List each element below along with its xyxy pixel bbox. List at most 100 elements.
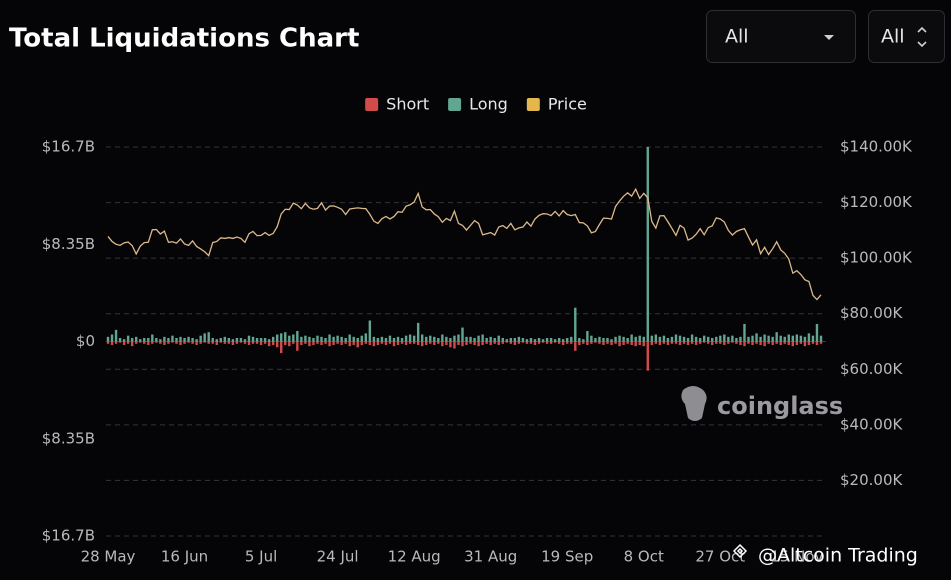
bar [529, 338, 533, 342]
bar [433, 336, 436, 342]
bar [207, 332, 210, 342]
bar [429, 335, 432, 342]
bar [594, 338, 597, 342]
x-tick-label: 5 Jul [245, 548, 277, 566]
bar [259, 338, 263, 342]
bar [477, 341, 480, 347]
bar [602, 341, 605, 345]
bar [457, 341, 460, 345]
bar [803, 341, 807, 347]
bar [372, 341, 376, 347]
bar [130, 338, 134, 342]
bar [763, 334, 766, 342]
bar [751, 335, 754, 342]
bar [320, 336, 323, 342]
bar [735, 341, 738, 344]
bar [533, 341, 537, 345]
bar [106, 336, 110, 342]
bar [626, 341, 629, 344]
bar [570, 341, 573, 344]
bar [557, 341, 561, 344]
x-tick-label: 27 Oct [695, 548, 745, 566]
bar [203, 333, 206, 342]
dropdown-box[interactable] [706, 10, 856, 63]
bar [509, 341, 513, 344]
bar [743, 324, 746, 342]
x-tick-label: 24 Jul [317, 548, 359, 566]
bar [630, 334, 633, 342]
bar [433, 341, 436, 345]
legend-swatch [448, 98, 462, 111]
bar [235, 338, 239, 342]
bar [223, 341, 227, 344]
bar [340, 336, 343, 342]
bar [614, 336, 617, 342]
bar [690, 334, 694, 342]
bar [445, 341, 448, 345]
bar [219, 341, 222, 343]
bar [392, 338, 396, 342]
bar [159, 341, 162, 344]
bar [412, 341, 416, 344]
bar [356, 341, 359, 348]
dropdown-label[interactable]: All [725, 26, 749, 48]
bar [545, 338, 549, 342]
bar [380, 336, 384, 342]
bar [231, 339, 235, 342]
dropdown[interactable]: All [706, 10, 856, 63]
bar [791, 341, 795, 347]
bar [211, 341, 214, 344]
bar [300, 336, 303, 342]
bar [364, 333, 368, 342]
bar [380, 341, 384, 344]
bar [312, 338, 315, 342]
bar [259, 341, 263, 345]
dropdown-label[interactable]: All [881, 26, 905, 48]
bar [376, 338, 380, 342]
bar [682, 336, 686, 342]
bar [501, 338, 504, 342]
bar [171, 335, 174, 342]
bar [759, 341, 762, 345]
bar [747, 336, 750, 342]
bar [622, 341, 625, 345]
bar [698, 338, 702, 342]
bar [590, 335, 593, 342]
bar [320, 341, 323, 345]
bar [400, 341, 404, 344]
bar [698, 341, 702, 344]
bar [711, 341, 714, 345]
bar [308, 336, 311, 342]
bar [392, 341, 396, 347]
bar [384, 341, 388, 345]
bar [747, 341, 750, 344]
bar [521, 341, 525, 343]
bar [779, 335, 782, 342]
bar [191, 341, 194, 344]
bar [449, 341, 452, 348]
bar [803, 336, 807, 342]
bar [771, 336, 774, 342]
legend: Short Long Price [365, 95, 587, 114]
bar [549, 341, 553, 344]
bar [658, 341, 662, 345]
dropdown-caret [824, 35, 834, 40]
dropdown-box[interactable] [868, 10, 945, 63]
bar [425, 341, 428, 345]
bar [118, 338, 122, 342]
x-tick-label: 15 Nov [770, 548, 823, 566]
dropdown[interactable]: All [868, 10, 945, 63]
watermark-text: @Altcoin Trading [758, 545, 918, 567]
bar [743, 341, 746, 347]
bar [779, 341, 782, 345]
bar [586, 341, 589, 345]
bar [183, 341, 186, 344]
bar [682, 341, 686, 344]
bar [670, 341, 674, 344]
bar [130, 341, 134, 347]
bar [449, 338, 452, 342]
x-tick-label: 19 Sep [541, 548, 593, 566]
bar [336, 335, 339, 342]
legend-label: Long [469, 95, 508, 114]
